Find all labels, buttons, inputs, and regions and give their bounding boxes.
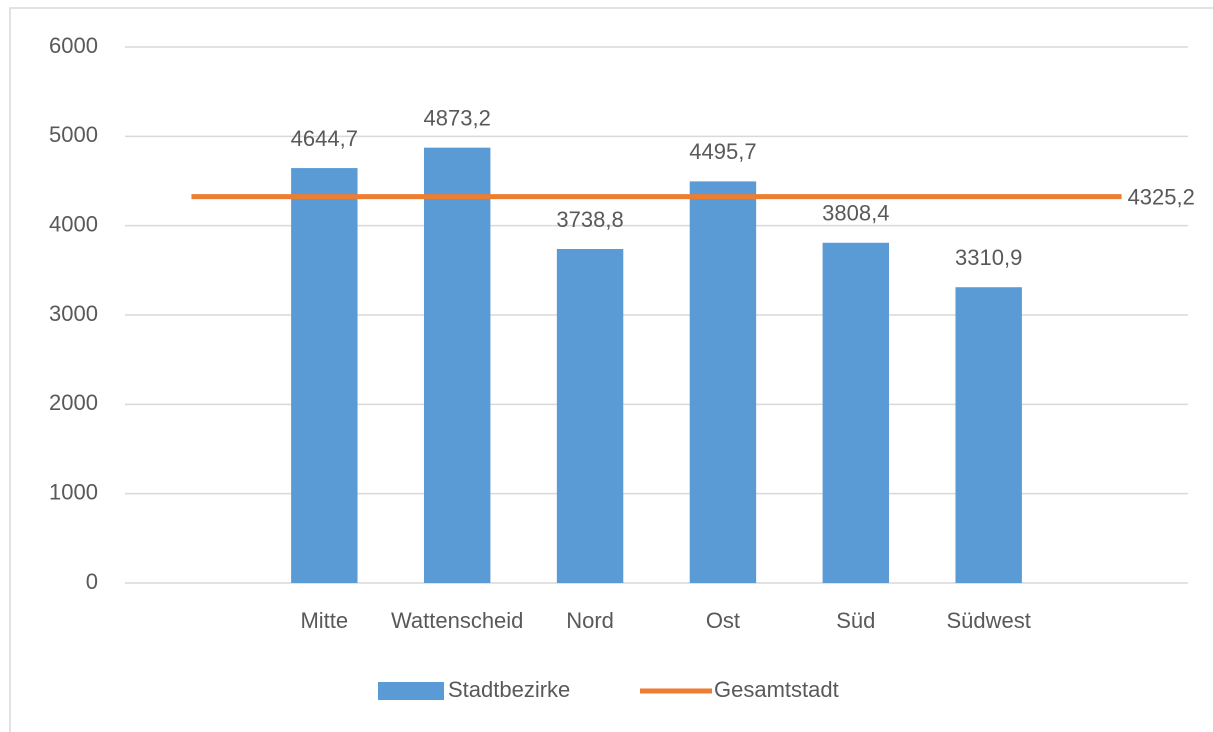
y-tick-label: 1000 bbox=[49, 479, 98, 504]
y-tick-label: 4000 bbox=[49, 211, 98, 236]
legend-swatch bbox=[378, 682, 444, 700]
data-label: 4495,7 bbox=[689, 139, 756, 164]
y-tick-label: 0 bbox=[86, 569, 98, 594]
x-tick-label: Mitte bbox=[300, 608, 348, 633]
data-label: 3738,8 bbox=[556, 207, 623, 232]
bar bbox=[423, 147, 491, 583]
x-tick-label: Wattenscheid bbox=[391, 608, 523, 633]
legend-label: Gesamtstadt bbox=[714, 677, 839, 702]
bar bbox=[291, 168, 358, 583]
bar bbox=[955, 287, 1022, 583]
x-tick-label: Süd bbox=[836, 608, 875, 633]
data-label: 4873,2 bbox=[424, 105, 491, 130]
chart-frame bbox=[9, 7, 1213, 732]
bar bbox=[689, 181, 757, 583]
y-tick-label: 5000 bbox=[49, 122, 98, 147]
bar bbox=[822, 242, 890, 583]
x-tick-label: Südwest bbox=[946, 608, 1030, 633]
data-label: 3310,9 bbox=[955, 245, 1022, 270]
data-label: 3808,4 bbox=[822, 201, 889, 226]
data-label: 4644,7 bbox=[291, 126, 358, 151]
x-tick-label: Ost bbox=[706, 608, 740, 633]
y-tick-label: 6000 bbox=[49, 33, 98, 58]
bar bbox=[556, 249, 624, 583]
data-label: 4325,2 bbox=[1128, 184, 1195, 209]
x-tick-label: Nord bbox=[566, 608, 614, 633]
y-tick-label: 2000 bbox=[49, 390, 98, 415]
legend-label: Stadtbezirke bbox=[448, 677, 570, 702]
y-tick-label: 3000 bbox=[49, 301, 98, 326]
